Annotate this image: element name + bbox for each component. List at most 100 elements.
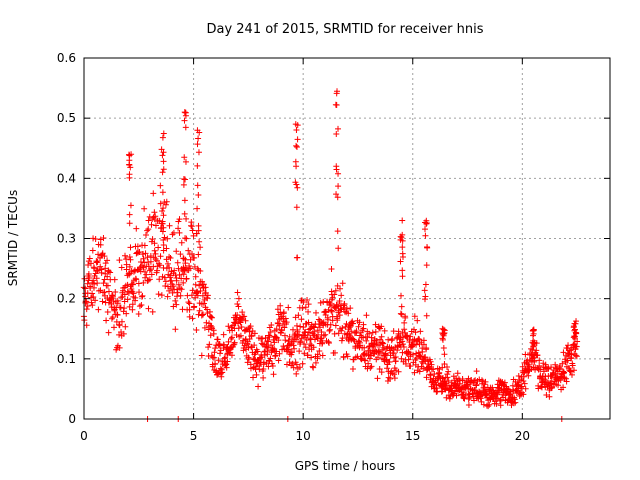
data-point [416,352,423,359]
data-point [571,326,578,333]
data-point [127,256,134,263]
data-point [90,277,97,284]
data-point [225,323,232,330]
data-point [194,205,201,212]
data-point [328,307,335,314]
data-point [99,298,106,305]
data-point [336,312,343,319]
data-point [344,353,351,360]
data-point [395,328,402,335]
data-point [92,236,99,243]
data-point [294,136,301,143]
data-point [285,304,292,311]
data-point [459,377,466,384]
data-point [88,299,95,306]
data-point [574,338,581,345]
data-point [264,347,271,354]
data-point [317,299,324,306]
data-point [109,314,116,321]
data-point [278,326,285,333]
data-point [290,364,297,371]
data-point [212,345,219,352]
data-point [246,328,253,335]
data-point [427,372,434,379]
data-point [366,355,373,362]
data-point [297,338,304,345]
data-point [147,253,154,260]
data-point [159,189,166,196]
data-point [222,354,229,361]
data-point [282,315,289,322]
data-point [183,235,190,242]
data-point [465,395,472,402]
x-tick-label: 5 [190,429,198,443]
data-point [443,394,450,401]
data-point [159,152,166,159]
data-point [560,368,567,375]
y-tick-label: 0.6 [57,51,76,65]
data-point [159,134,166,141]
data-point [267,342,274,349]
data-point [414,317,421,324]
data-point [405,356,412,363]
data-point [87,260,94,267]
data-point [177,292,184,299]
data-point [372,321,379,328]
data-point [114,297,121,304]
data-point [473,368,480,375]
data-point [399,338,406,345]
data-point [326,327,333,334]
data-point [182,176,189,183]
data-point [163,245,170,252]
data-point [159,169,166,176]
data-point [116,257,123,264]
data-point [278,327,285,334]
data-point [343,305,350,312]
data-point [214,336,221,343]
data-point [293,204,300,211]
data-point [445,368,452,375]
data-point [102,260,109,267]
data-point [305,308,312,315]
data-point [563,378,570,385]
data-point [196,282,203,289]
data-point [358,356,365,363]
data-point [570,367,577,374]
data-point [190,232,197,239]
data-point [571,320,578,327]
data-point [420,341,427,348]
data-point [325,338,332,345]
data-point [383,365,390,372]
data-point [111,276,118,283]
data-point [105,268,112,275]
data-point [129,288,136,295]
data-point [182,124,189,131]
data-point [337,285,344,292]
data-point [346,324,353,331]
data-point [172,297,179,304]
data-point [335,125,342,132]
data-point [496,397,503,404]
data-point [304,332,311,339]
data-point [335,170,342,177]
data-point [219,369,226,376]
x-tick-label: 15 [405,429,420,443]
data-point [256,363,263,370]
data-point [507,390,514,397]
data-point [200,300,207,307]
data-point [301,350,308,357]
data-point [485,403,492,410]
data-point [161,274,168,281]
data-point [329,294,336,301]
data-point [166,264,173,271]
data-point [141,268,148,275]
data-point [444,374,451,381]
data-point [324,314,331,321]
data-point [275,357,282,364]
data-point [250,374,257,381]
data-point [123,310,130,317]
data-point [472,387,479,394]
data-point [560,349,567,356]
data-point [299,305,306,312]
data-point [561,369,568,376]
